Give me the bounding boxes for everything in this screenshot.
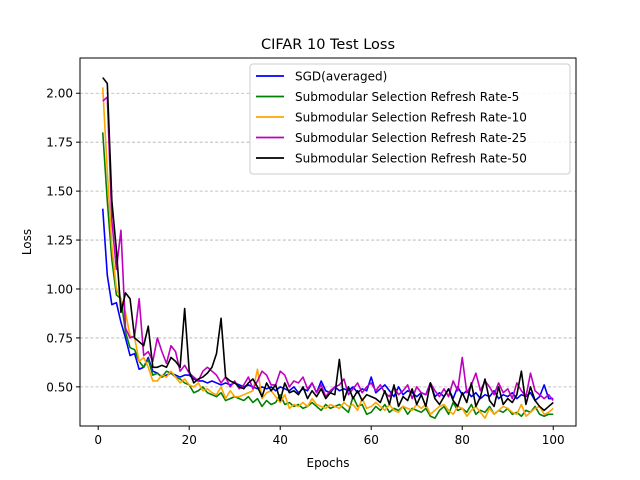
x-tick-label-0: 0: [94, 433, 102, 447]
series-group: [101, 77, 554, 419]
x-axis-title: Epochs: [307, 456, 350, 470]
legend-box: [249, 63, 571, 175]
y-tick-label-5: 1.75: [46, 136, 73, 150]
x-tick-label-2: 40: [273, 433, 288, 447]
legend-label-4: Submodular Selection Refresh Rate-50: [295, 152, 527, 166]
plot-frame: [79, 57, 577, 427]
series-line-2: [101, 87, 554, 419]
series-line-0: [101, 208, 554, 402]
series-line-4: [102, 77, 554, 412]
legend-label-3: Submodular Selection Refresh Rate-25: [295, 131, 527, 145]
x-tick-label-1: 20: [182, 433, 197, 447]
x-tick-label-4: 80: [455, 433, 470, 447]
y-tick-label-6: 2.00: [46, 87, 73, 101]
series-line-3: [102, 96, 554, 402]
y-tick-label-4: 1.50: [46, 185, 73, 199]
legend-label-1: Submodular Selection Refresh Rate-5: [295, 90, 519, 104]
legend-label-0: SGD(averaged): [295, 70, 387, 84]
y-axis: 0.50 0.75 1.00 1.25 1.50 1.75 2.00: [46, 87, 80, 394]
y-tick-label-1: 0.75: [46, 331, 73, 345]
legend: SGD(averaged) Submodular Selection Refres…: [249, 63, 571, 175]
x-tick-label-5: 100: [542, 433, 565, 447]
y-tick-label-0: 0.50: [46, 380, 73, 394]
y-tick-label-3: 1.25: [46, 234, 73, 248]
x-tick-label-3: 60: [364, 433, 379, 447]
legend-label-2: Submodular Selection Refresh Rate-10: [295, 111, 527, 125]
x-axis: 0 20 40 60 80 100: [94, 426, 565, 447]
y-axis-title: Loss: [20, 229, 34, 255]
y-tick-label-2: 1.00: [46, 282, 73, 296]
chart-title: CIFAR 10 Test Loss: [261, 37, 395, 53]
